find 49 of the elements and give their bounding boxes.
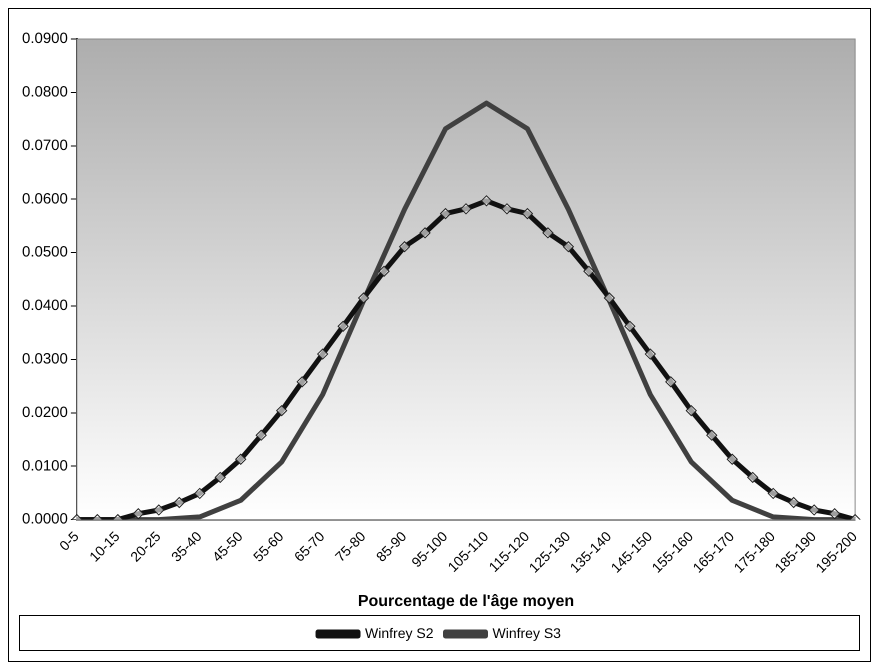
- point: [604, 292, 615, 304]
- point: [644, 348, 656, 360]
- point: [420, 227, 431, 238]
- y-tick-label: 0.0600: [22, 190, 68, 208]
- legend-label: Winfrey S3: [492, 624, 562, 641]
- point: [399, 241, 410, 252]
- point: [583, 266, 594, 277]
- point: [276, 405, 288, 416]
- point: [542, 227, 554, 238]
- y-tick-label: 0.0000: [22, 510, 68, 528]
- point: [747, 472, 758, 483]
- y-tick-label: 0.0200: [22, 404, 68, 421]
- y-tick-label: 0.0400: [22, 297, 68, 314]
- point: [317, 348, 328, 360]
- point: [235, 454, 246, 465]
- point: [665, 376, 676, 388]
- x-axis-title: Pourcentage de l'âge moyen: [358, 592, 574, 610]
- point: [256, 430, 267, 441]
- point: [338, 320, 349, 332]
- point: [153, 504, 164, 516]
- point: [132, 508, 144, 520]
- y-tick-label: 0.0700: [22, 136, 68, 154]
- point: [460, 203, 472, 214]
- point: [768, 488, 779, 499]
- point: [174, 497, 185, 508]
- x-tick-label: 0-5: [56, 528, 82, 554]
- y-tick-label: 0.0300: [22, 350, 68, 368]
- point: [829, 508, 840, 520]
- y-tick-label: 0.0800: [22, 84, 68, 101]
- point: [480, 195, 492, 206]
- point: [706, 430, 718, 441]
- legend-label: Winfrey S2: [365, 624, 434, 641]
- point: [214, 472, 226, 483]
- point: [522, 208, 533, 220]
- point: [686, 405, 697, 416]
- point: [194, 488, 206, 499]
- point: [378, 266, 390, 277]
- y-tick-label: 0.0500: [22, 244, 68, 261]
- point: [788, 497, 800, 508]
- point: [808, 504, 820, 516]
- point: [358, 292, 370, 304]
- point: [726, 454, 738, 465]
- point: [501, 203, 512, 214]
- y-tick-label: 0.0100: [22, 457, 68, 474]
- point: [562, 241, 574, 252]
- point: [624, 320, 636, 332]
- y-tick-label: 0.0900: [22, 30, 68, 48]
- point: [296, 376, 308, 388]
- point: [440, 208, 452, 220]
